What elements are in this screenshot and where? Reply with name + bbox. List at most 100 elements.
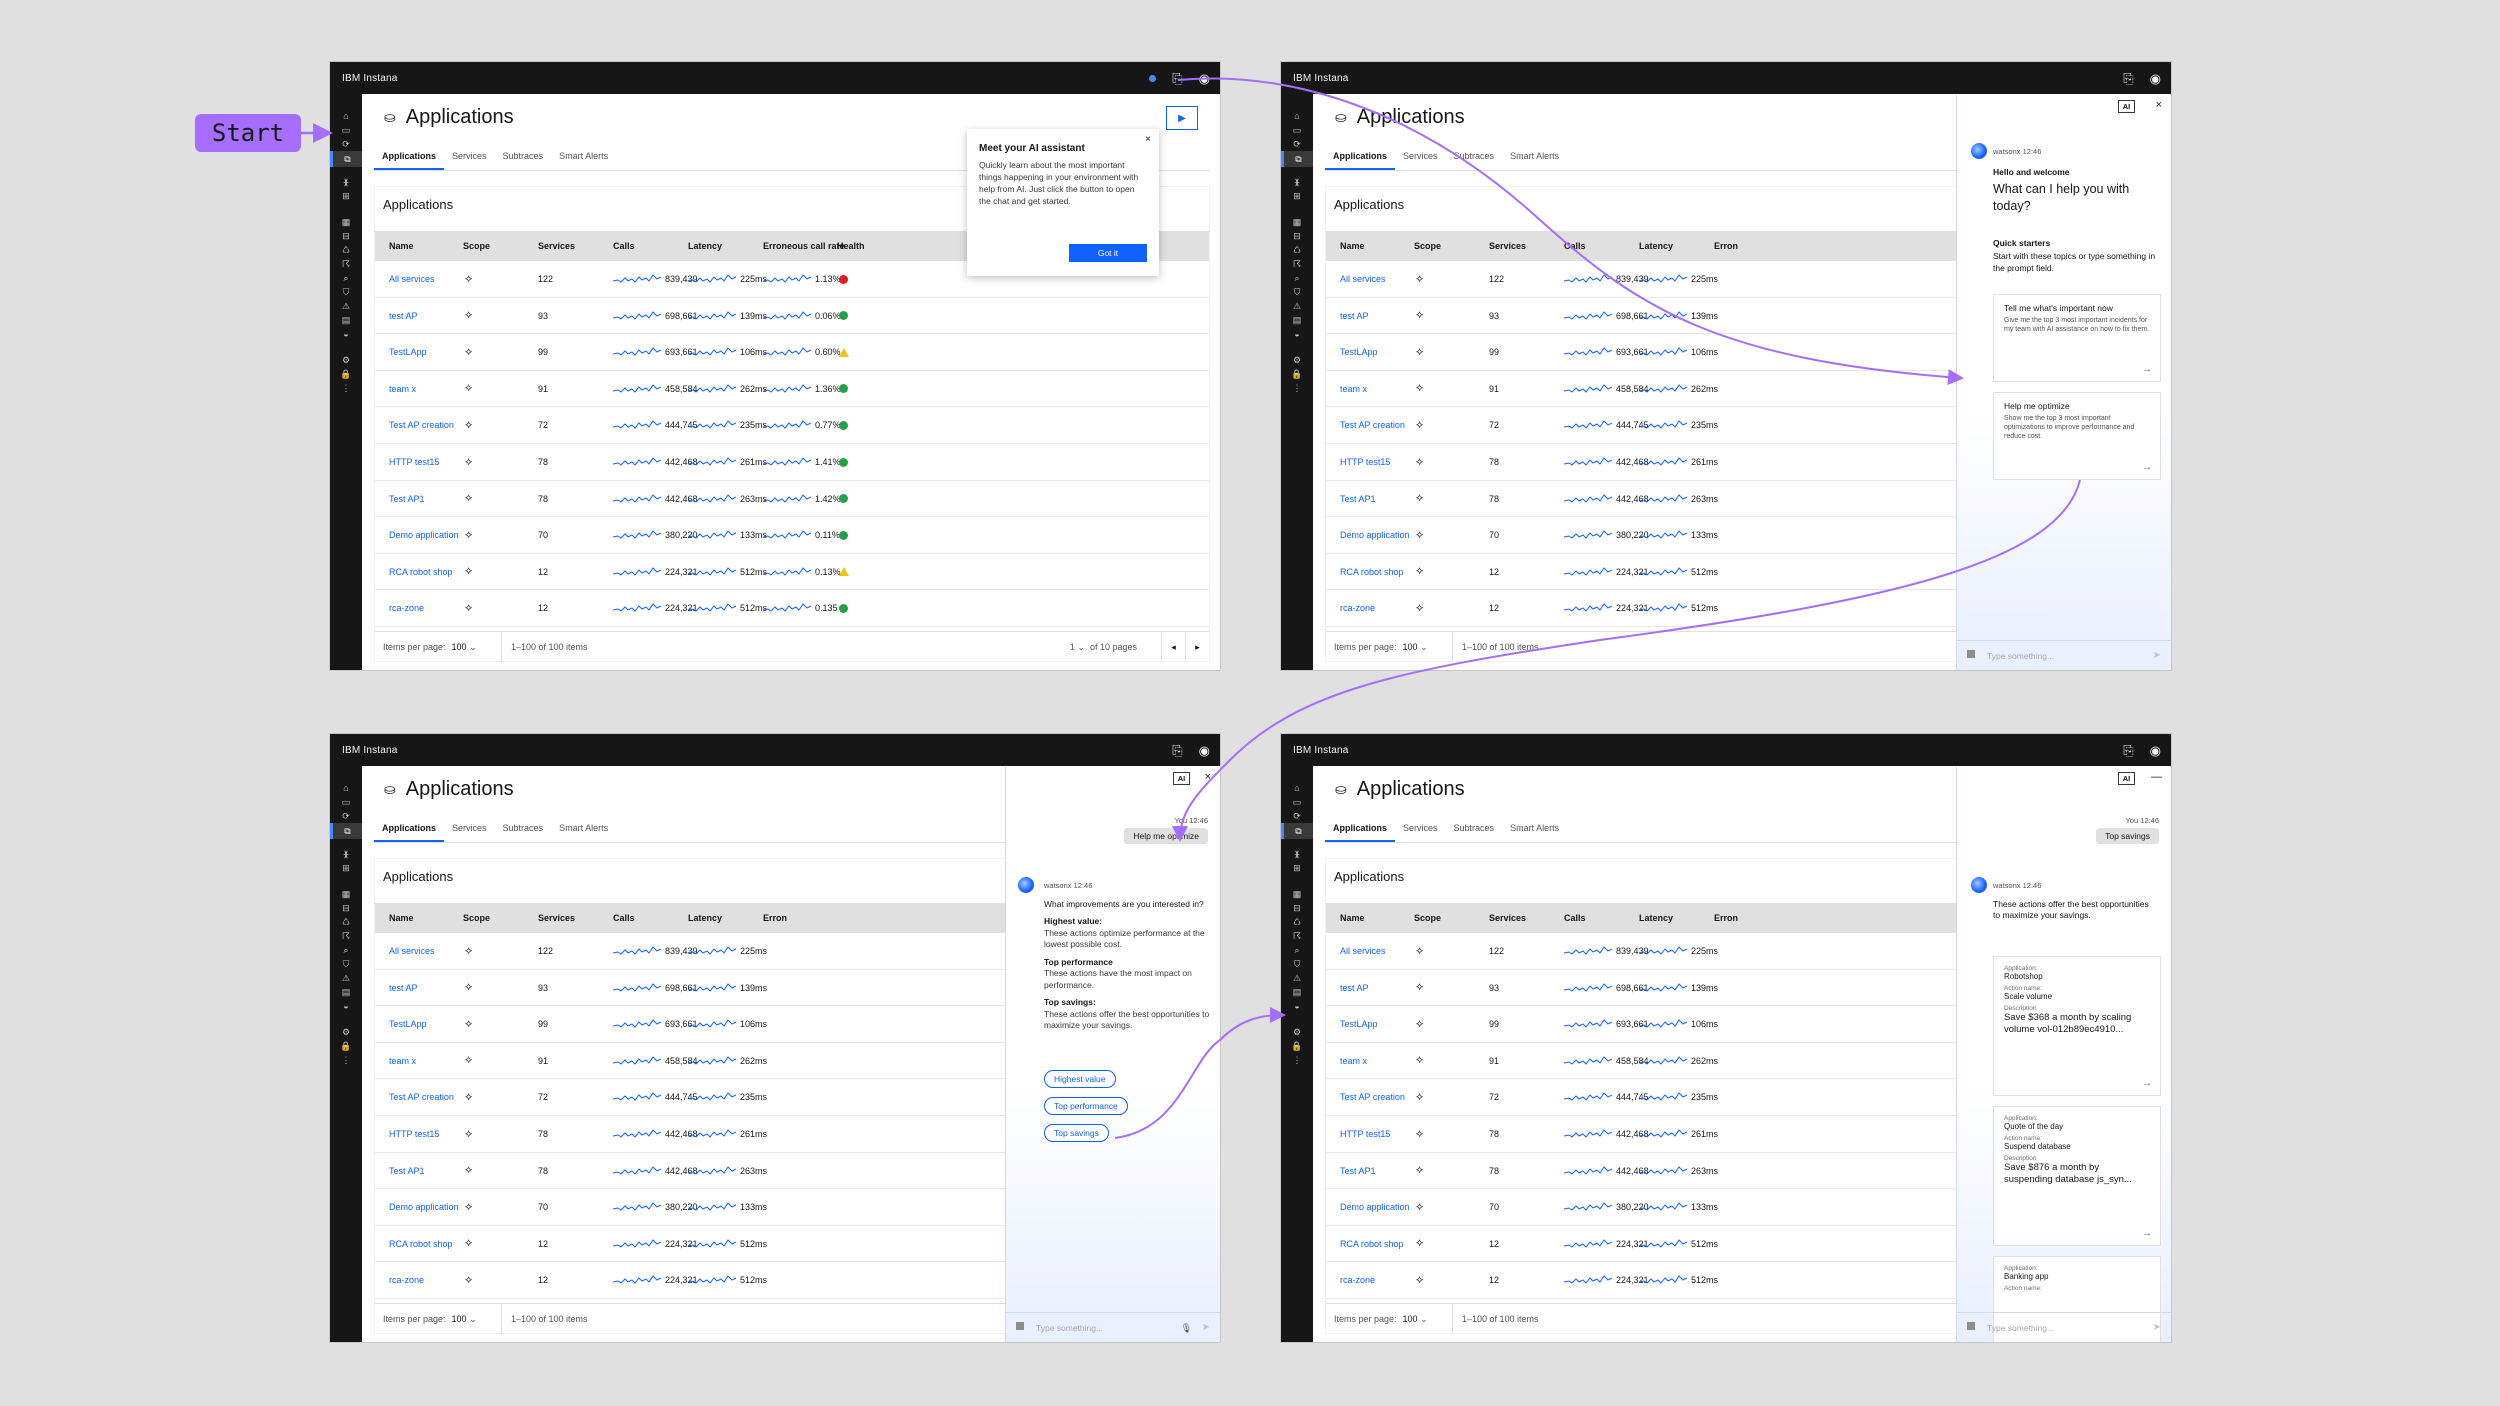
column-header[interactable]: Erron bbox=[1714, 241, 1739, 251]
rail-nav-icon[interactable]: ♺ bbox=[1292, 916, 1302, 927]
column-header[interactable]: Latency bbox=[1639, 241, 1674, 251]
app-name-link[interactable]: Demo application bbox=[1340, 530, 1410, 541]
column-header[interactable]: Name bbox=[389, 913, 414, 923]
app-name-link[interactable]: Demo application bbox=[1340, 1202, 1410, 1213]
rail-nav-icon[interactable]: ⛉ bbox=[342, 286, 350, 297]
rail-nav-icon[interactable]: ⧉ bbox=[1281, 151, 1313, 167]
table-row[interactable]: Demo application ⟡ 70 380,220 133ms bbox=[1326, 1189, 2160, 1226]
rail-nav-icon[interactable]: ⚙ bbox=[341, 354, 351, 365]
play-button[interactable]: ▶ bbox=[1166, 106, 1198, 130]
app-name-link[interactable]: Test AP1 bbox=[1340, 493, 1376, 504]
ai-assistant-icon[interactable]: ⎘ bbox=[1172, 70, 1183, 86]
savings-action-card[interactable]: Application: Quote of the day Action name:… bbox=[1993, 1106, 2161, 1246]
items-per-page[interactable]: Items per page: 100 ⌄ bbox=[383, 632, 477, 662]
rail-nav-icon[interactable]: ▤ bbox=[341, 986, 351, 997]
microphone-icon[interactable]: 🎙 bbox=[1180, 1323, 1192, 1333]
app-name-link[interactable]: team x bbox=[389, 1055, 417, 1066]
rail-nav-icon[interactable]: ☈ bbox=[1292, 930, 1302, 941]
rail-nav-icon[interactable]: ⟳ bbox=[342, 138, 350, 149]
table-row[interactable]: TestLApp ⟡ 99 693,661 106ms bbox=[1326, 1006, 2160, 1043]
column-header[interactable]: Scope bbox=[1414, 241, 1442, 251]
rail-nav-icon[interactable]: ⛉ bbox=[1293, 958, 1301, 969]
table-row[interactable]: team x ⟡ 91 458,584 262ms 1.36% bbox=[375, 371, 1209, 408]
app-name-link[interactable]: test AP bbox=[389, 982, 418, 993]
suggestion-chip[interactable]: Top savings bbox=[1044, 1124, 1109, 1142]
user-avatar-icon[interactable]: ◉ bbox=[2149, 70, 2161, 86]
rail-nav-icon[interactable]: ⟳ bbox=[342, 810, 350, 821]
rail-nav-icon[interactable]: ▭ bbox=[341, 124, 351, 135]
rail-nav-icon[interactable]: ▭ bbox=[341, 796, 351, 807]
rail-nav-icon[interactable]: ◒ bbox=[1294, 1001, 1300, 1011]
app-name-link[interactable]: TestLApp bbox=[389, 347, 427, 358]
send-icon[interactable]: ➤ bbox=[2152, 1322, 2161, 1333]
rail-nav-icon[interactable]: ▦ bbox=[341, 888, 351, 899]
app-name-link[interactable]: rca-zone bbox=[1340, 603, 1376, 614]
app-name-link[interactable]: Test AP creation bbox=[1340, 420, 1405, 431]
app-name-link[interactable]: team x bbox=[1340, 383, 1368, 394]
rail-nav-icon[interactable]: ⚠ bbox=[341, 972, 351, 983]
rail-nav-icon[interactable]: ⌕ bbox=[343, 272, 349, 283]
column-header[interactable]: Calls bbox=[1564, 241, 1586, 251]
rail-nav-icon[interactable]: ⟳ bbox=[1293, 810, 1301, 821]
app-name-link[interactable]: HTTP test15 bbox=[389, 1129, 440, 1139]
got-it-button[interactable]: Got it bbox=[1069, 244, 1147, 262]
send-icon[interactable]: ➤ bbox=[2152, 650, 2161, 661]
rail-nav-icon[interactable]: ᚕ bbox=[343, 848, 349, 859]
table-row[interactable]: RCA robot shop ⟡ 12 224,321 512ms 0.13% bbox=[375, 554, 1209, 591]
rail-nav-icon[interactable]: ⋮ bbox=[341, 382, 351, 393]
app-name-link[interactable]: RCA robot shop bbox=[1340, 1238, 1404, 1249]
app-name-link[interactable]: rca-zone bbox=[1340, 1275, 1376, 1286]
rail-nav-icon[interactable]: ⚙ bbox=[1292, 1026, 1302, 1037]
column-header[interactable]: Services bbox=[538, 241, 576, 251]
rail-nav-icon[interactable]: ◒ bbox=[343, 329, 349, 339]
column-header[interactable]: Calls bbox=[613, 241, 635, 251]
rail-nav-icon[interactable]: ⋮ bbox=[1292, 1054, 1302, 1065]
rail-nav-icon[interactable]: ◒ bbox=[343, 1001, 349, 1011]
app-name-link[interactable]: All services bbox=[389, 946, 435, 956]
table-row[interactable]: team x ⟡ 91 458,584 262ms bbox=[1326, 1043, 2160, 1080]
ai-assistant-icon[interactable]: ⎘ bbox=[1172, 742, 1183, 758]
column-header[interactable]: Erron bbox=[1714, 913, 1739, 923]
table-row[interactable]: Demo application ⟡ 70 380,220 133ms 0.11% bbox=[375, 517, 1209, 554]
app-name-link[interactable]: team x bbox=[1340, 1055, 1368, 1066]
column-header[interactable]: Erroneous call rate bbox=[763, 241, 845, 251]
app-name-link[interactable]: RCA robot shop bbox=[389, 566, 453, 577]
chat-input[interactable]: Type something... ➤ bbox=[1957, 1312, 2171, 1342]
ai-assistant-icon[interactable]: ⎘ bbox=[2123, 70, 2134, 86]
app-name-link[interactable]: HTTP test15 bbox=[1340, 457, 1391, 467]
tab-applications[interactable]: Applications bbox=[374, 147, 445, 170]
tab-services[interactable]: Services bbox=[452, 823, 487, 833]
send-icon[interactable]: ➤ bbox=[1201, 1322, 1210, 1333]
items-per-page[interactable]: Items per page: 100 ⌄ bbox=[1334, 632, 1428, 662]
column-header[interactable]: Services bbox=[1489, 913, 1527, 923]
table-row[interactable]: Test AP1 ⟡ 78 442,468 263ms bbox=[375, 1153, 1209, 1190]
rail-nav-icon[interactable]: ⊟ bbox=[1293, 902, 1301, 913]
ai-assistant-icon[interactable]: ⎘ bbox=[2123, 742, 2134, 758]
app-name-link[interactable]: Test AP creation bbox=[389, 420, 454, 431]
app-name-link[interactable]: Test AP creation bbox=[389, 1092, 454, 1103]
savings-action-card[interactable]: Application: Robotshop Action name: Scale v… bbox=[1993, 956, 2161, 1096]
items-per-page[interactable]: Items per page: 100 ⌄ bbox=[383, 1304, 477, 1334]
rail-nav-icon[interactable]: ▤ bbox=[1292, 986, 1302, 997]
app-name-link[interactable]: Demo application bbox=[389, 1202, 459, 1213]
app-name-link[interactable]: Test AP1 bbox=[389, 493, 425, 504]
app-name-link[interactable]: rca-zone bbox=[389, 603, 425, 614]
chat-input[interactable]: Type something... ➤ bbox=[1957, 640, 2171, 670]
app-name-link[interactable]: test AP bbox=[1340, 310, 1369, 321]
rail-nav-icon[interactable]: ⧉ bbox=[330, 151, 362, 167]
rail-nav-icon[interactable]: ᚕ bbox=[343, 176, 349, 187]
rail-nav-icon[interactable]: ▦ bbox=[1292, 888, 1302, 899]
app-name-link[interactable]: Demo application bbox=[389, 530, 459, 541]
tab-smart-alerts[interactable]: Smart Alerts bbox=[1510, 823, 1560, 833]
table-row[interactable]: All services ⟡ 122 839,439 225ms bbox=[375, 933, 1209, 970]
app-name-link[interactable]: HTTP test15 bbox=[1340, 1129, 1391, 1139]
table-row[interactable]: All services ⟡ 122 839,439 225ms 1.13% bbox=[375, 261, 1209, 298]
rail-nav-icon[interactable]: ⋮ bbox=[1292, 382, 1302, 393]
column-header[interactable]: Name bbox=[1340, 913, 1365, 923]
table-row[interactable]: team x ⟡ 91 458,584 262ms bbox=[1326, 371, 2160, 408]
table-row[interactable]: Test AP creation ⟡ 72 444,745 235ms bbox=[375, 1079, 1209, 1116]
tab-applications[interactable]: Applications bbox=[374, 819, 445, 842]
rail-nav-icon[interactable]: ⌕ bbox=[1294, 944, 1300, 955]
tab-subtraces[interactable]: Subtraces bbox=[1453, 151, 1495, 161]
table-row[interactable]: RCA robot shop ⟡ 12 224,321 512ms bbox=[1326, 1226, 2160, 1263]
